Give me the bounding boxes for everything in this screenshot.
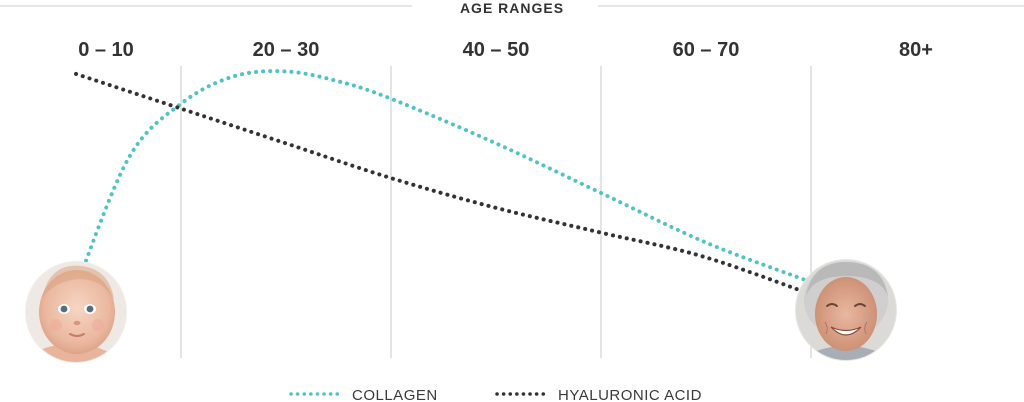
legend-label-collagen: COLLAGEN [352, 387, 438, 402]
legend-label-hyaluronic-acid: HYALURONIC ACID [558, 387, 702, 402]
chart-title: AGE RANGES [460, 0, 564, 16]
category-label-80: 80+ [899, 39, 933, 61]
category-label-20-30: 20 – 30 [253, 39, 320, 61]
category-label-40-50: 40 – 50 [463, 39, 530, 61]
grid-lines [180, 66, 812, 358]
category-label-0-10: 0 – 10 [78, 39, 134, 61]
elderly-woman-face-icon [795, 259, 897, 361]
category-label-60-70: 60 – 70 [673, 39, 740, 61]
series-layer [74, 69, 834, 305]
series-line-hyaluronic-acid [74, 71, 834, 305]
legend: COLLAGEN HYALURONIC ACID [289, 387, 702, 402]
series-line-collagen [74, 69, 834, 295]
category-labels: 0 – 10 20 – 30 40 – 50 60 – 70 80+ [78, 39, 933, 61]
baby-face-icon [25, 261, 127, 363]
